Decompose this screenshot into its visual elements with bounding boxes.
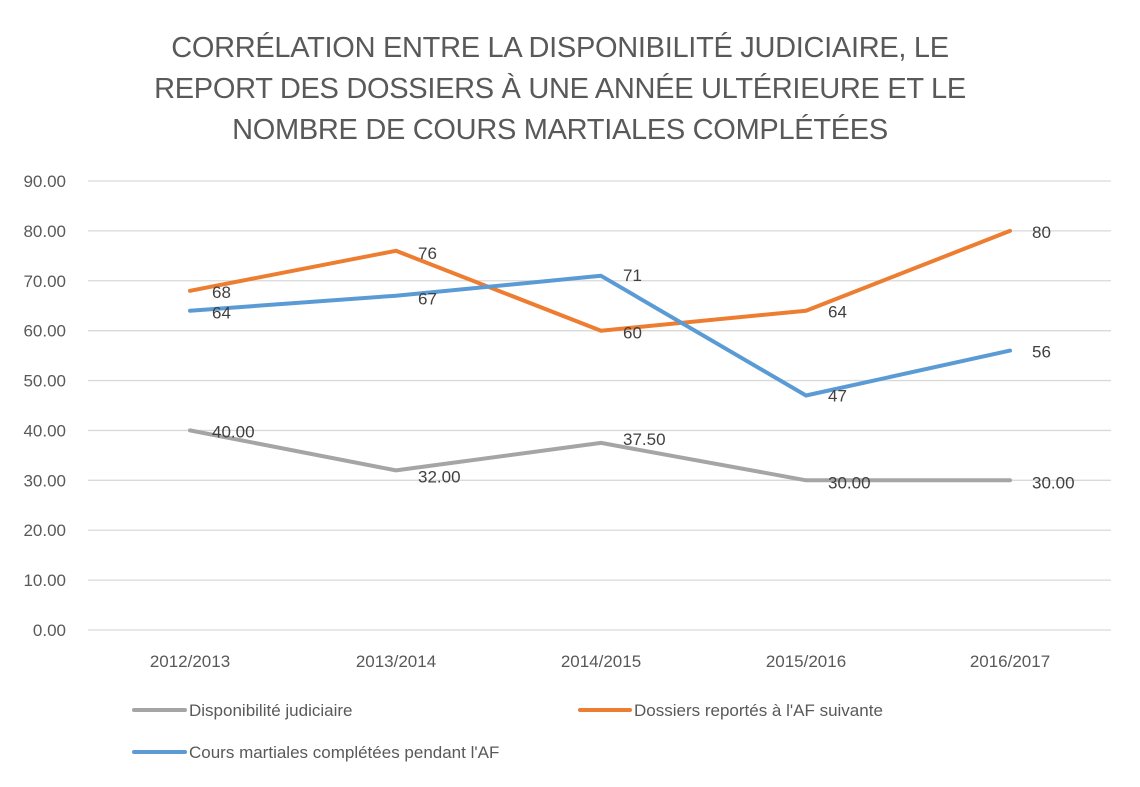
chart-title: CORRÉLATION ENTRE LA DISPONIBILITÉ JUDIC…: [140, 28, 980, 151]
data-label: 56: [1032, 343, 1051, 362]
data-label: 32.00: [418, 467, 461, 486]
data-label: 80: [1032, 223, 1051, 242]
legend-label: Cours martiales complétées pendant l'AF: [189, 743, 499, 762]
x-axis-ticks: 2012/2013 2013/2014 2014/2015 2015/2016 2016…: [150, 652, 1050, 671]
data-label: 30.00: [1032, 473, 1075, 492]
data-label: 64: [828, 303, 847, 322]
data-label: 37.50: [623, 430, 666, 449]
y-axis-ticks: 0.00 10.00 20.00 30.00 40.00 50.00 60.00 70.00 8…: [23, 172, 66, 640]
gridlines: [88, 180, 1111, 631]
data-label: 67: [418, 290, 437, 309]
x-tick-label: 2014/2015: [561, 652, 641, 671]
y-tick-label: 80.00: [23, 222, 66, 241]
data-label: 71: [623, 266, 642, 285]
series-line-1: [188, 228, 1012, 333]
x-tick-label: 2013/2014: [356, 652, 436, 671]
data-label: 68: [212, 283, 231, 302]
data-label: 47: [828, 387, 847, 406]
x-tick-label: 2012/2013: [150, 652, 230, 671]
data-label: 60: [623, 324, 642, 343]
x-tick-label: 2016/2017: [970, 652, 1050, 671]
series-lines: [188, 228, 1012, 483]
chart-title-line-3: NOMBRE DE COURS MARTIALES COMPLÉTÉES: [232, 114, 888, 146]
data-label: 64: [212, 304, 231, 323]
y-tick-label: 10.00: [23, 571, 66, 590]
data-label: 76: [418, 244, 437, 263]
y-tick-label: 0.00: [33, 621, 66, 640]
y-tick-label: 20.00: [23, 521, 66, 540]
x-tick-label: 2015/2016: [766, 652, 846, 671]
legend: Disponibilité judiciaire Dossiers reporté…: [132, 701, 883, 762]
data-labels: 40.00 32.00 37.50 30.00 30.00 68 76 60 64 80 64 67 7…: [212, 223, 1075, 492]
y-tick-label: 70.00: [23, 272, 66, 291]
y-tick-label: 40.00: [23, 421, 66, 440]
data-label: 40.00: [212, 422, 255, 441]
series-line-0: [188, 428, 1012, 483]
legend-label: Disponibilité judiciaire: [189, 701, 352, 720]
y-tick-label: 90.00: [23, 172, 66, 191]
chart-title-line-1: CORRÉLATION ENTRE LA DISPONIBILITÉ JUDIC…: [171, 32, 949, 64]
data-label: 30.00: [828, 473, 871, 492]
y-tick-label: 50.00: [23, 372, 66, 391]
legend-label: Dossiers reportés à l'AF suivante: [634, 701, 883, 720]
chart-title-line-2: REPORT DES DOSSIERS À UNE ANNÉE ULTÉRIEU…: [154, 73, 966, 105]
y-tick-label: 30.00: [23, 471, 66, 490]
series-line-2: [188, 273, 1012, 398]
y-tick-label: 60.00: [23, 322, 66, 341]
